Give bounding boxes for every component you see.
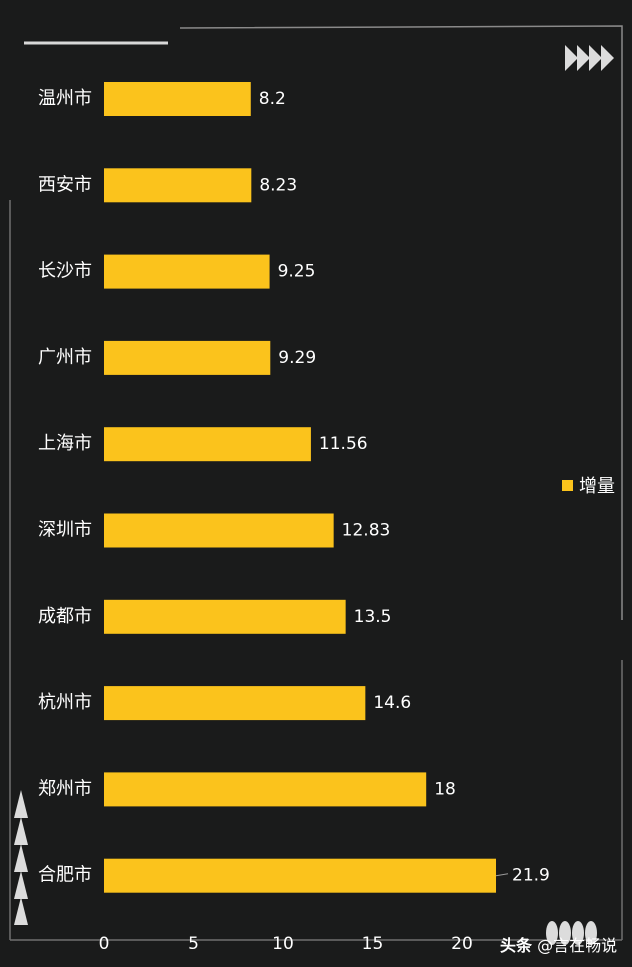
bar[interactable] — [104, 513, 334, 548]
value-label: 18 — [434, 779, 456, 799]
value-label: 21.9 — [512, 866, 550, 886]
x-tick-label: 20 — [451, 934, 473, 954]
value-label: 12.83 — [342, 521, 391, 541]
bar[interactable] — [104, 686, 366, 721]
x-tick-label: 5 — [188, 934, 199, 954]
value-label: 9.29 — [278, 348, 316, 368]
category-label: 广州市 — [38, 347, 92, 368]
category-label: 深圳市 — [38, 520, 92, 541]
category-label: 上海市 — [38, 433, 92, 454]
drop-icon — [546, 921, 597, 945]
x-tick-label: 0 — [99, 934, 110, 954]
value-label: 8.2 — [259, 89, 286, 109]
bar[interactable] — [104, 340, 271, 375]
bar[interactable] — [104, 599, 346, 634]
arrow-up-icon — [14, 790, 28, 925]
bar[interactable] — [104, 168, 252, 203]
x-axis-ticks: 0 5 10 15 20 — [99, 934, 473, 954]
legend[interactable]: 增量 — [562, 472, 615, 498]
value-leader-line — [495, 873, 509, 877]
frame-decoration — [9, 25, 623, 945]
category-label: 西安市 — [38, 174, 92, 195]
watermark-brand: 头条 — [500, 936, 533, 955]
bar[interactable] — [104, 772, 427, 807]
category-label: 长沙市 — [38, 261, 92, 282]
value-label: 9.25 — [278, 262, 316, 282]
x-tick-label: 10 — [272, 934, 294, 954]
category-label: 杭州市 — [38, 692, 92, 713]
watermark: 头条 @言在畅说 — [500, 932, 617, 956]
value-label: 14.6 — [373, 693, 411, 713]
category-label: 郑州市 — [38, 778, 92, 799]
legend-swatch — [562, 479, 573, 491]
category-label: 成都市 — [38, 606, 92, 627]
bar[interactable] — [104, 254, 270, 289]
legend-label: 增量 — [579, 476, 615, 497]
watermark-handle: @言在畅说 — [537, 936, 618, 955]
arrow-right-icon — [565, 45, 614, 71]
category-label: 合肥市 — [38, 865, 92, 886]
bar-plot: 温州市 8.2 西安市 8.23 长沙市 9.25 广州市 9.29 上海市 11.56 深圳市 12… — [38, 82, 550, 893]
value-label: 11.56 — [319, 434, 368, 454]
category-label: 温州市 — [38, 88, 92, 109]
bar[interactable] — [104, 427, 311, 462]
value-label: 13.5 — [354, 607, 392, 627]
value-label: 8.23 — [259, 175, 297, 195]
bar[interactable] — [104, 858, 497, 893]
x-tick-label: 15 — [362, 934, 384, 954]
bar[interactable] — [104, 82, 251, 116]
